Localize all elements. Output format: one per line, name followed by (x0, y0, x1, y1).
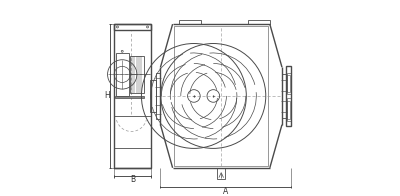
Bar (248, 20, 270, 24)
Bar (130, 56, 144, 93)
Text: A: A (223, 187, 228, 196)
Bar (116, 53, 129, 96)
Bar (217, 168, 225, 179)
Bar (287, 98, 290, 121)
Bar (114, 24, 151, 30)
Bar (287, 73, 290, 94)
Bar (150, 80, 156, 112)
Bar (156, 73, 160, 119)
Bar (115, 96, 144, 98)
Bar (282, 74, 286, 118)
Bar (179, 20, 200, 24)
Text: H: H (104, 92, 110, 101)
Bar (114, 24, 151, 168)
Bar (286, 66, 291, 126)
Bar (287, 75, 290, 92)
Bar (174, 26, 268, 166)
Bar (287, 101, 290, 119)
Text: B: B (130, 175, 135, 184)
